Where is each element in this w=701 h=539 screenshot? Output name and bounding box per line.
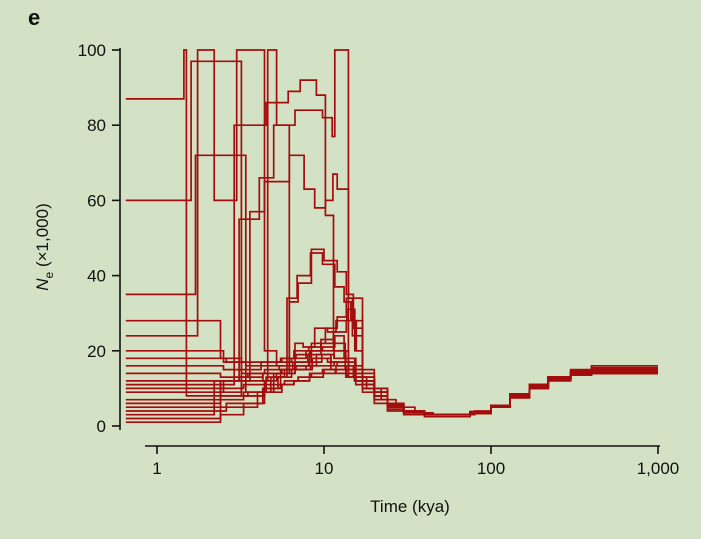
y-tick-label: 100 xyxy=(78,41,106,60)
series-line-6 xyxy=(125,79,658,416)
y-tick-label: 80 xyxy=(87,116,106,135)
y-tick-label: 0 xyxy=(97,417,106,436)
x-tick-label: 10 xyxy=(315,459,334,478)
series-line-1 xyxy=(125,49,658,416)
series-line-7 xyxy=(125,49,658,416)
series-traces xyxy=(125,49,658,424)
series-line-19 xyxy=(125,368,658,416)
series-line-5 xyxy=(125,49,658,416)
panel-label: e xyxy=(28,5,40,30)
y-tick-label: 40 xyxy=(87,267,106,286)
y-axis-title: Ne (×1,000) xyxy=(33,203,56,290)
y-tick-label: 60 xyxy=(87,191,106,210)
y-axis-title-main: N xyxy=(33,278,52,291)
series-line-9 xyxy=(125,252,658,416)
x-ticks: 1 10 100 1,000 xyxy=(152,446,679,478)
series-line-10 xyxy=(125,248,658,420)
series-line-13 xyxy=(125,319,658,416)
x-axis-title: Time (kya) xyxy=(370,497,450,516)
x-tick-label: 100 xyxy=(477,459,505,478)
y-ticks: 0 20 40 60 80 100 xyxy=(78,41,120,436)
y-axis-title-subscript: e xyxy=(42,271,56,278)
x-tick-label: 1 xyxy=(152,459,161,478)
series-line-2 xyxy=(125,60,658,416)
series-line-12 xyxy=(125,297,658,416)
y-tick-label: 20 xyxy=(87,342,106,361)
series-line-20 xyxy=(125,342,658,416)
y-axis-title-suffix: (×1,000) xyxy=(33,203,52,272)
x-tick-label: 1,000 xyxy=(637,459,680,478)
series-line-4 xyxy=(125,49,658,416)
